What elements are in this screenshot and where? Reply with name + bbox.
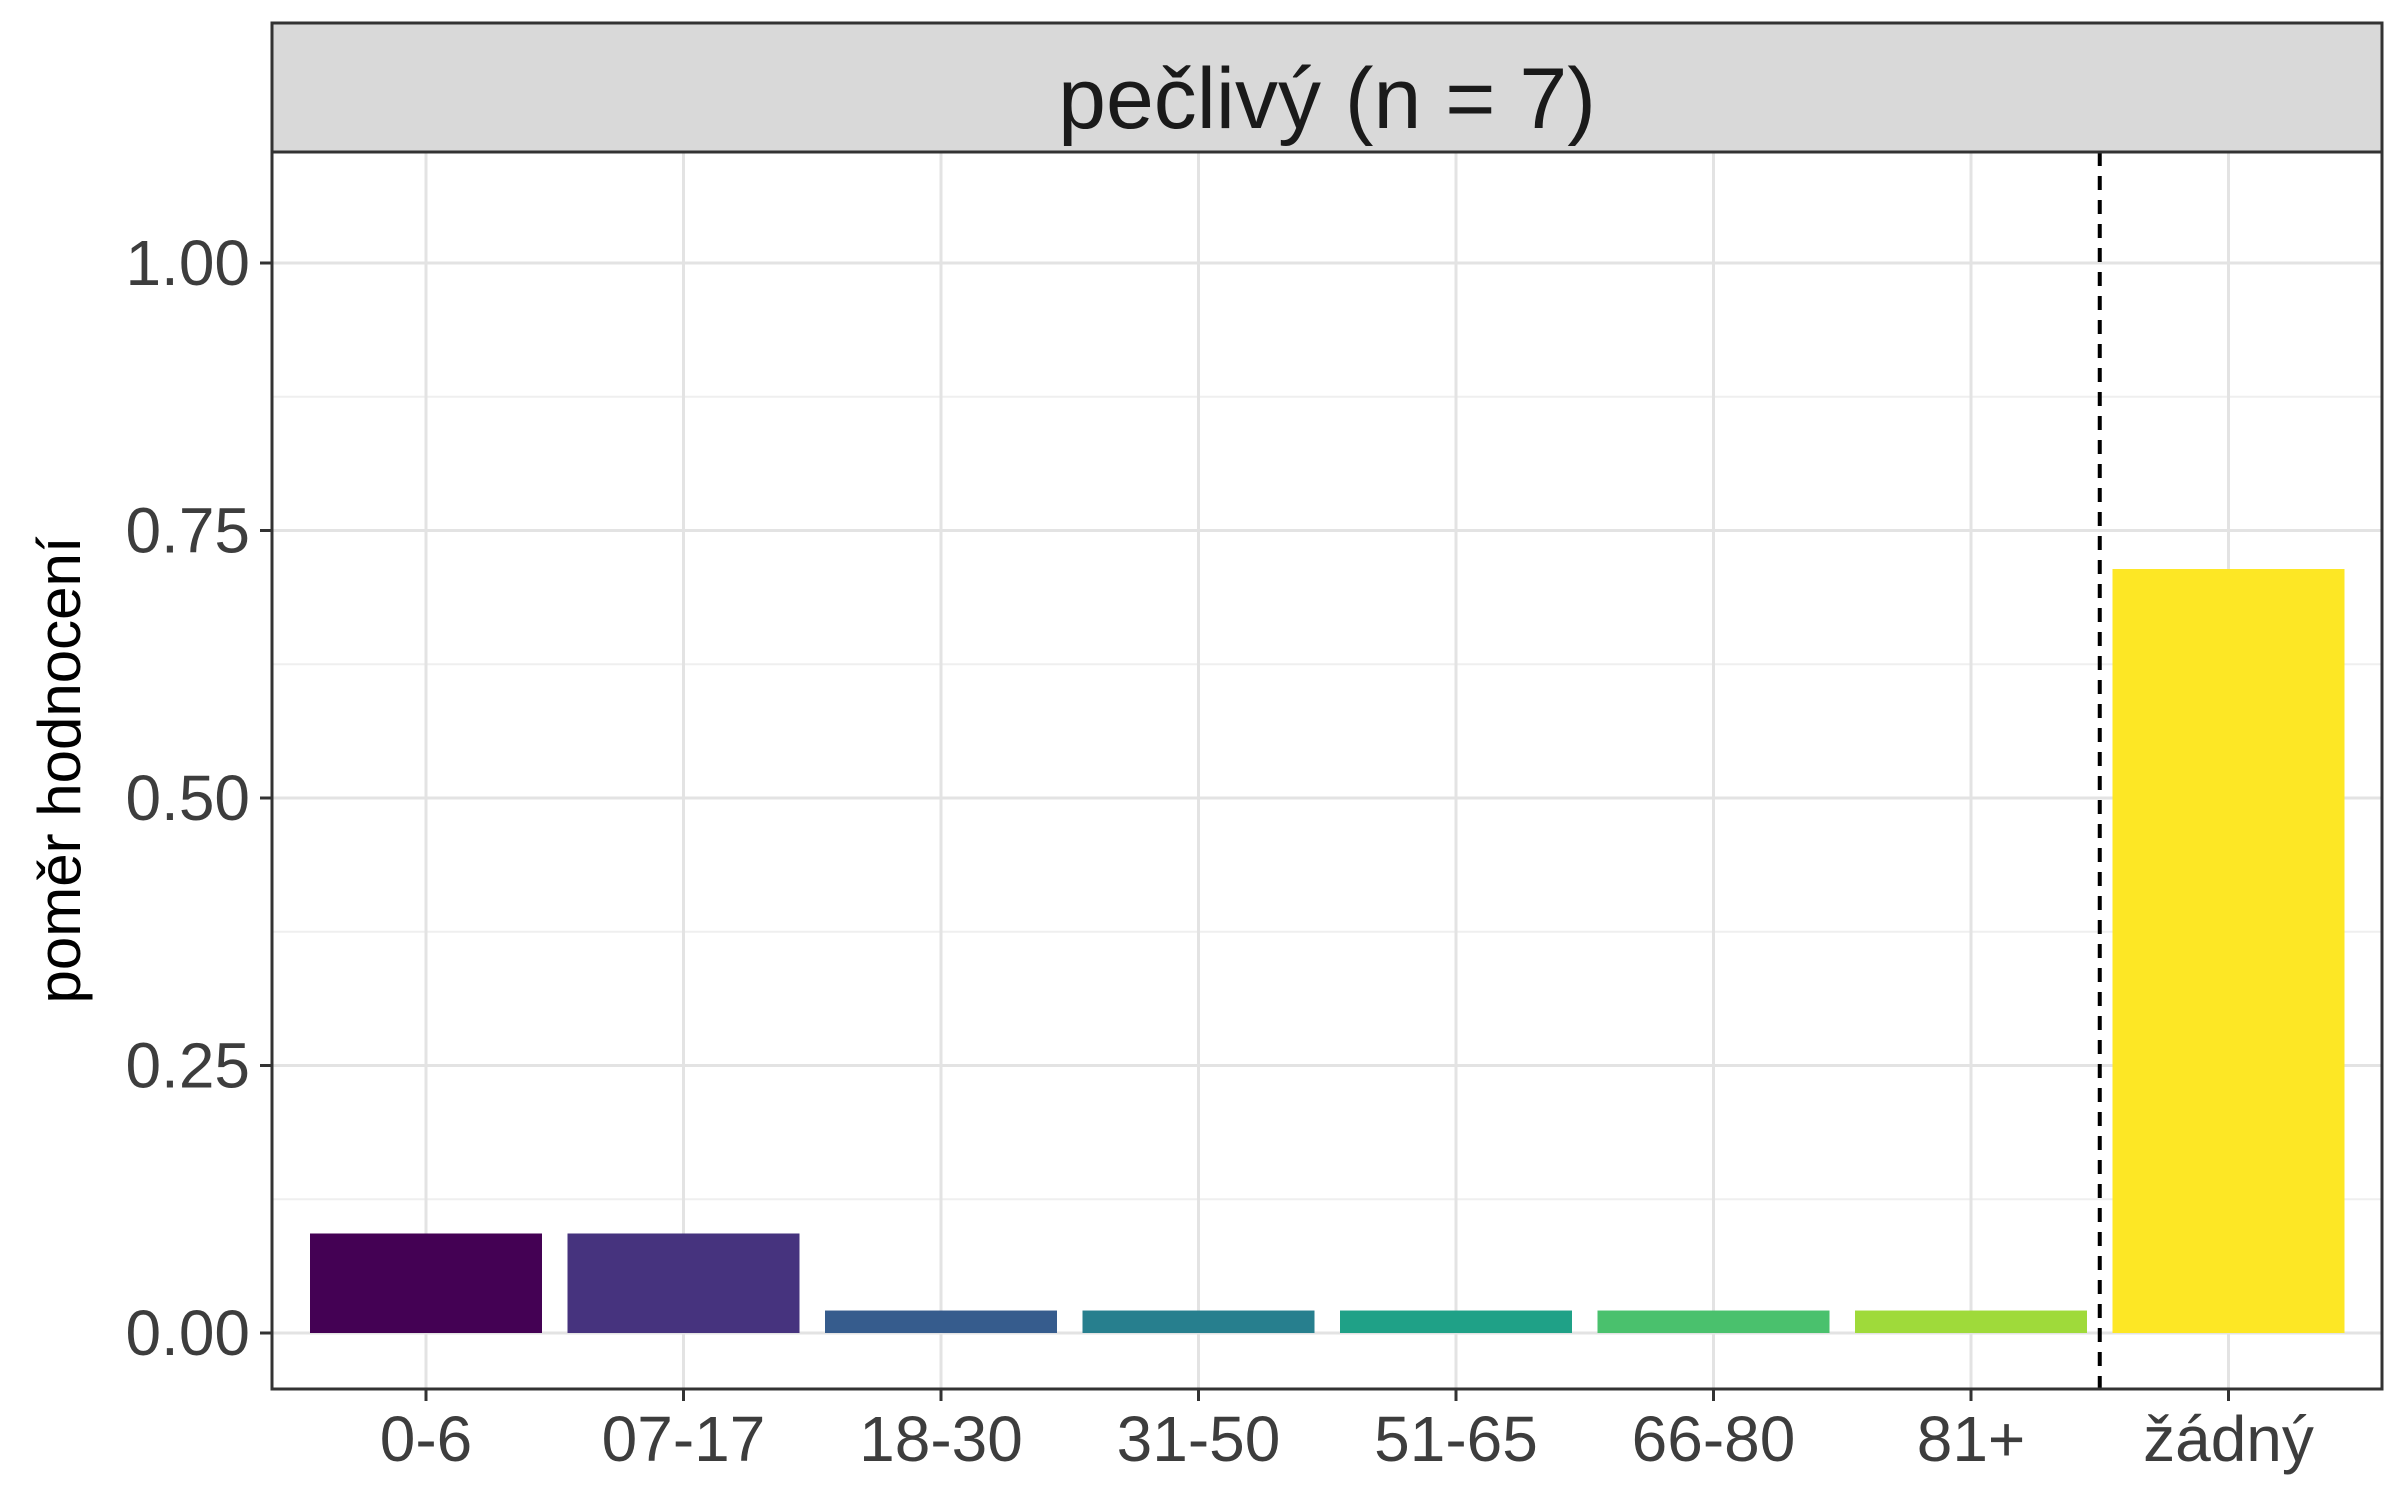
bar-66-80 (1597, 1310, 1830, 1333)
x-tick-label: žádný (2143, 1403, 2314, 1475)
bar-0-6 (310, 1233, 542, 1333)
x-tick-label: 18-30 (859, 1403, 1023, 1475)
x-tick-label: 81+ (1917, 1403, 2026, 1475)
bars-layer (310, 569, 2345, 1333)
bar-31-50 (1082, 1310, 1315, 1333)
y-tick-label: 1.00 (125, 227, 250, 299)
x-tick-label: 0-6 (380, 1403, 473, 1475)
grid-layer (272, 152, 2382, 1389)
bar-51-65 (1340, 1310, 1572, 1333)
x-axis: 0-6 07-17 18-30 31-50 51-65 66-80 81+ žádný (380, 1389, 2314, 1475)
x-tick-label: 51-65 (1374, 1403, 1538, 1475)
bar-žádný (2112, 569, 2345, 1333)
y-tick-label: 0.50 (125, 762, 250, 834)
x-tick-label: 31-50 (1117, 1403, 1281, 1475)
bar-07-17 (567, 1233, 800, 1333)
y-axis: 0.00 0.25 0.50 0.75 1.00 (125, 227, 272, 1369)
y-axis-title: poměr hodnocení (26, 536, 93, 1003)
panel-border (270, 150, 2384, 1391)
facet-strip-label: pečlivý (n = 7) (1058, 51, 1596, 147)
facet-strip (270, 21, 2384, 154)
y-tick-label: 0.75 (125, 495, 250, 567)
bar-18-30 (825, 1310, 1057, 1333)
y-tick-label: 0.00 (125, 1297, 250, 1369)
x-tick-label: 07-17 (602, 1403, 766, 1475)
x-tick-label: 66-80 (1632, 1403, 1796, 1475)
bar-81+ (1855, 1310, 2087, 1333)
y-tick-label: 0.25 (125, 1030, 250, 1102)
